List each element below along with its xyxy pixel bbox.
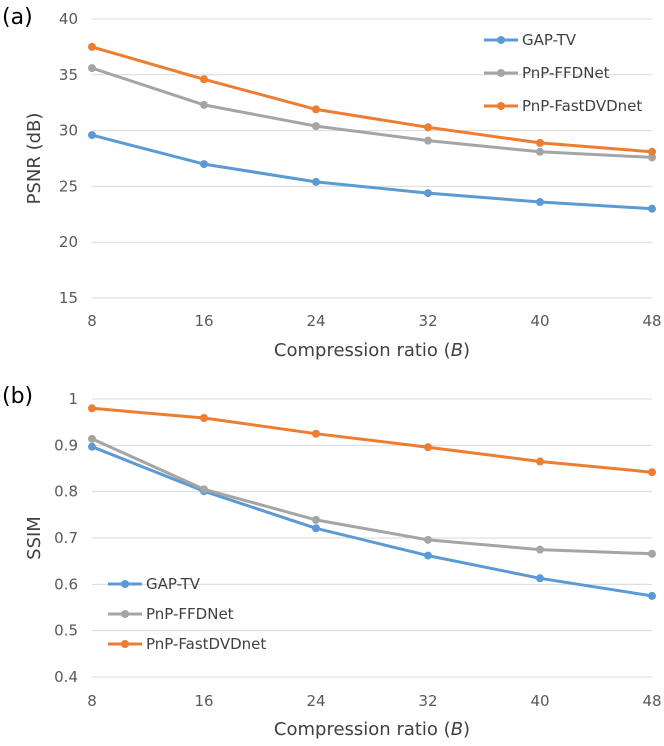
legend-marker-gap-tv <box>497 36 505 44</box>
data-point-pnp-fastdvdnet <box>536 457 544 466</box>
data-point-pnp-fastdvdnet <box>648 147 656 156</box>
legend: GAP-TV PnP-FFDNet PnP-FastDVDnet <box>484 31 642 115</box>
x-tick-label: 8 <box>87 692 97 710</box>
data-point-gap-tv <box>536 574 544 583</box>
y-tick-label: 1 <box>68 390 78 408</box>
panel-label: (b) <box>2 384 33 409</box>
y-tick-label: 15 <box>59 289 78 307</box>
data-point-gap-tv <box>200 160 208 169</box>
y-tick-label: 20 <box>59 233 78 251</box>
x-tick-label: 40 <box>530 692 549 710</box>
legend-marker-pnp-fastdvdnet <box>497 102 505 110</box>
x-tick-label: 32 <box>418 312 437 330</box>
data-point-pnp-ffdnet <box>88 434 96 443</box>
legend-marker-gap-tv <box>121 580 129 588</box>
y-tick-label: 25 <box>59 177 78 195</box>
series-line-gap-tv <box>90 445 654 598</box>
y-tick-label: 0.9 <box>54 436 78 454</box>
data-point-pnp-ffdnet <box>312 515 320 524</box>
legend: GAP-TV PnP-FFDNet PnP-FastDVDnet <box>108 575 266 653</box>
series-line-pnp-ffdnet <box>90 437 654 556</box>
legend-label-pnp-ffdnet: PnP-FFDNet <box>522 64 610 82</box>
data-point-pnp-fastdvdnet <box>88 404 96 413</box>
data-point-pnp-fastdvdnet <box>424 123 432 132</box>
y-axis-title: SSIM <box>24 516 45 560</box>
data-point-pnp-fastdvdnet <box>88 42 96 51</box>
data-point-gap-tv <box>88 442 96 451</box>
x-axis-title: Compression ratio (B) <box>274 340 470 361</box>
y-tick-label: 40 <box>59 10 78 28</box>
data-point-gap-tv <box>312 524 320 533</box>
x-tick-label: 32 <box>418 692 437 710</box>
legend-label-gap-tv: GAP-TV <box>522 31 577 49</box>
data-point-pnp-ffdnet <box>200 100 208 109</box>
y-tick-label: 35 <box>59 66 78 84</box>
data-point-pnp-ffdnet <box>424 535 432 544</box>
x-tick-label: 16 <box>194 312 213 330</box>
y-axis-title: PSNR (dB) <box>24 113 45 205</box>
data-point-gap-tv <box>536 198 544 207</box>
ssim-chart: (b) 0.4 0.5 0.6 0.7 0.8 0.9 1 8 16 24 32 40 48 Compres… <box>2 384 662 740</box>
legend-marker-pnp-ffdnet <box>121 610 129 618</box>
x-tick-label: 48 <box>642 312 661 330</box>
panel-label: (a) <box>2 5 33 30</box>
data-point-gap-tv <box>424 189 432 198</box>
legend-label-gap-tv: GAP-TV <box>146 575 201 593</box>
series-line-pnp-fastdvdnet <box>90 45 654 154</box>
data-point-pnp-fastdvdnet <box>648 468 656 477</box>
data-point-pnp-ffdnet <box>648 549 656 558</box>
data-point-gap-tv <box>648 591 656 600</box>
data-point-pnp-fastdvdnet <box>200 75 208 84</box>
y-tick-label: 0.6 <box>54 575 78 593</box>
data-point-gap-tv <box>424 551 432 560</box>
y-tick-label: 0.8 <box>54 483 78 501</box>
y-tick-label: 0.7 <box>54 529 78 547</box>
data-point-gap-tv <box>88 131 96 140</box>
series-line-gap-tv <box>90 133 654 211</box>
series-line-pnp-fastdvdnet <box>90 406 654 474</box>
y-tick-label: 0.4 <box>54 668 78 686</box>
legend-marker-pnp-ffdnet <box>497 69 505 77</box>
data-point-pnp-ffdnet <box>648 153 656 162</box>
x-tick-label: 40 <box>530 312 549 330</box>
legend-label-pnp-ffdnet: PnP-FFDNet <box>146 605 234 623</box>
legend-label-pnp-fastdvdnet: PnP-FastDVDnet <box>522 97 642 115</box>
x-tick-label: 24 <box>306 312 325 330</box>
data-point-gap-tv <box>312 177 320 186</box>
x-tick-label: 16 <box>194 692 213 710</box>
data-point-pnp-ffdnet <box>200 485 208 494</box>
data-point-pnp-ffdnet <box>536 147 544 156</box>
data-point-pnp-ffdnet <box>88 64 96 73</box>
data-point-pnp-ffdnet <box>312 122 320 131</box>
data-point-pnp-fastdvdnet <box>536 138 544 147</box>
series-line-pnp-ffdnet <box>90 66 654 159</box>
data-point-pnp-fastdvdnet <box>312 105 320 114</box>
x-tick-label: 8 <box>87 312 97 330</box>
data-point-pnp-ffdnet <box>536 545 544 554</box>
data-point-gap-tv <box>648 204 656 213</box>
data-point-pnp-fastdvdnet <box>200 413 208 422</box>
x-tick-label: 24 <box>306 692 325 710</box>
legend-label-pnp-fastdvdnet: PnP-FastDVDnet <box>146 635 266 653</box>
y-tick-label: 30 <box>59 122 78 140</box>
psnr-chart: (a) 15 20 25 30 35 40 8 16 24 32 40 48 Compression ra… <box>2 5 662 361</box>
x-axis-title: Compression ratio (B) <box>274 719 470 740</box>
data-point-pnp-fastdvdnet <box>424 443 432 452</box>
y-tick-label: 0.5 <box>54 622 78 640</box>
x-tick-label: 48 <box>642 692 661 710</box>
legend-marker-pnp-fastdvdnet <box>121 640 129 648</box>
data-point-pnp-ffdnet <box>424 136 432 145</box>
data-point-pnp-fastdvdnet <box>312 429 320 438</box>
